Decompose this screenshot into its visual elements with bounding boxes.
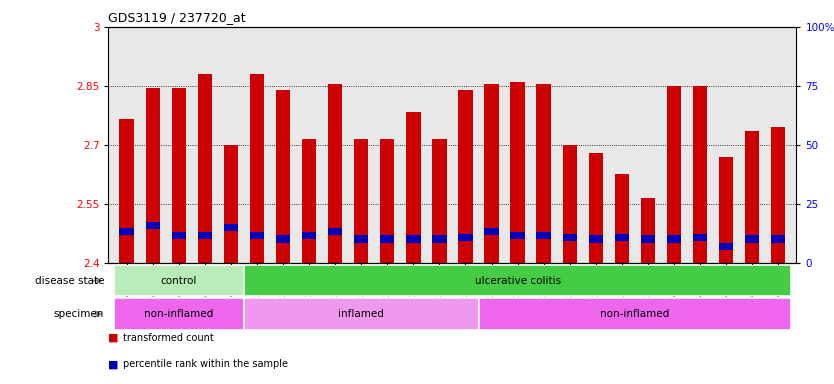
Bar xyxy=(250,74,264,263)
Bar xyxy=(693,233,707,241)
Bar xyxy=(198,74,212,263)
Text: control: control xyxy=(161,276,197,286)
Bar xyxy=(563,233,577,241)
Bar xyxy=(479,298,791,330)
Bar xyxy=(693,86,707,263)
Bar xyxy=(198,232,212,238)
Bar xyxy=(745,235,759,243)
Bar xyxy=(328,84,342,263)
Bar xyxy=(113,265,244,296)
Bar xyxy=(459,233,473,241)
Bar xyxy=(172,232,186,238)
Bar xyxy=(172,88,186,263)
Text: non-inflamed: non-inflamed xyxy=(144,309,214,319)
Bar xyxy=(510,232,525,238)
Bar xyxy=(224,145,238,263)
Bar xyxy=(719,157,733,263)
Text: ■: ■ xyxy=(108,333,119,343)
Bar xyxy=(113,298,244,330)
Bar xyxy=(641,235,655,243)
Bar xyxy=(771,127,786,263)
Text: ulcerative colitis: ulcerative colitis xyxy=(475,276,560,286)
Bar xyxy=(563,145,577,263)
Bar xyxy=(485,84,499,263)
Text: inflamed: inflamed xyxy=(339,309,384,319)
Bar xyxy=(615,233,629,241)
Bar xyxy=(432,235,446,243)
Bar xyxy=(244,265,791,296)
Bar xyxy=(510,82,525,263)
Bar xyxy=(406,235,420,243)
Bar xyxy=(224,223,238,231)
Bar xyxy=(536,232,550,238)
Bar xyxy=(276,235,290,243)
Text: non-inflamed: non-inflamed xyxy=(600,309,670,319)
Bar xyxy=(459,90,473,263)
Text: specimen: specimen xyxy=(54,309,104,319)
Bar xyxy=(354,235,369,243)
Bar xyxy=(719,243,733,250)
Bar xyxy=(146,88,160,263)
Bar xyxy=(380,235,394,243)
Bar xyxy=(328,228,342,235)
Bar xyxy=(589,235,603,243)
Bar xyxy=(589,153,603,263)
Bar xyxy=(302,139,316,263)
Bar xyxy=(119,119,133,263)
Bar xyxy=(485,228,499,235)
Bar xyxy=(244,298,479,330)
Bar xyxy=(771,235,786,243)
Text: transformed count: transformed count xyxy=(123,333,214,343)
Text: disease state: disease state xyxy=(35,276,104,286)
Text: GDS3119 / 237720_at: GDS3119 / 237720_at xyxy=(108,11,246,24)
Bar xyxy=(302,232,316,238)
Bar xyxy=(380,139,394,263)
Bar xyxy=(276,90,290,263)
Bar xyxy=(745,131,759,263)
Bar xyxy=(536,84,550,263)
Text: percentile rank within the sample: percentile rank within the sample xyxy=(123,359,289,369)
Bar xyxy=(667,86,681,263)
Bar xyxy=(406,111,420,263)
Bar xyxy=(667,235,681,243)
Bar xyxy=(432,139,446,263)
Bar xyxy=(354,139,369,263)
Bar xyxy=(146,222,160,229)
Bar xyxy=(119,228,133,235)
Bar xyxy=(250,232,264,238)
Text: ■: ■ xyxy=(108,359,119,369)
Bar xyxy=(615,174,629,263)
Bar xyxy=(641,198,655,263)
